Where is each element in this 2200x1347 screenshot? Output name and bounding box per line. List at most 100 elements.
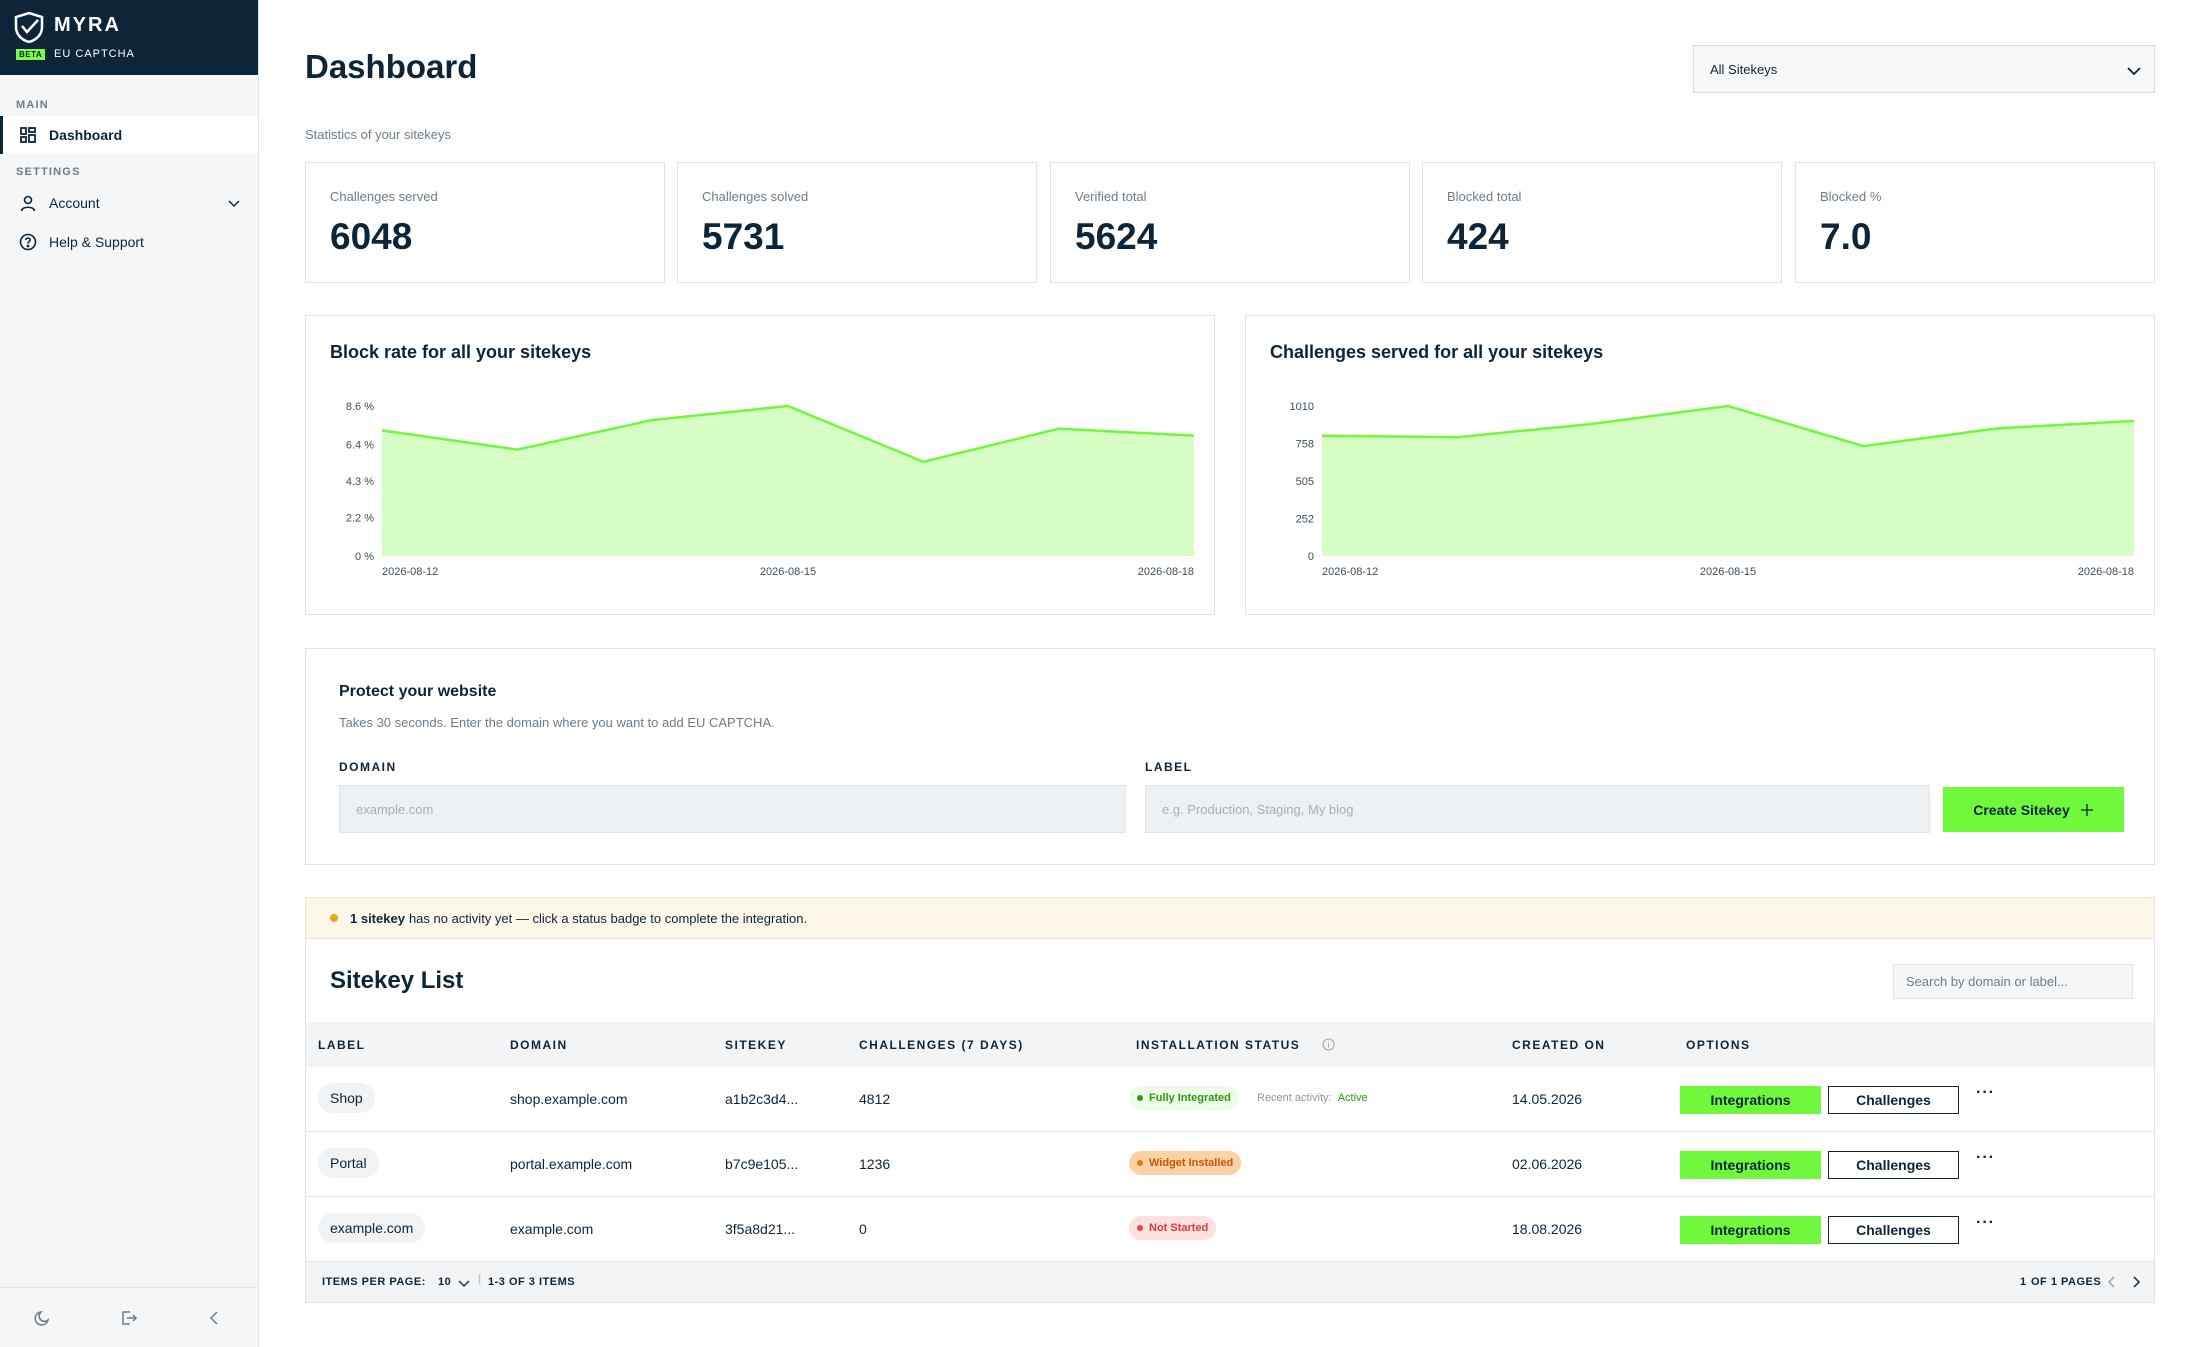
- info-icon[interactable]: [1322, 1038, 1335, 1051]
- table-row: Shop shop.example.com a1b2c3d4... 4812 F…: [306, 1067, 2154, 1132]
- x-tick-label: 2026-08-12: [382, 566, 438, 578]
- sidebar-item-label: Dashboard: [49, 127, 123, 143]
- challenges-cell: 4812: [859, 1091, 891, 1107]
- series-line: [381, 404, 1195, 464]
- column-header[interactable]: INSTALLATION STATUS: [1136, 1038, 1301, 1052]
- y-tick-label: 6.4 %: [346, 439, 374, 451]
- sidebar-item-label: Help & Support: [49, 234, 144, 250]
- protect-subtitle: Takes 30 seconds. Enter the domain where…: [339, 715, 775, 730]
- label-pill: Portal: [318, 1148, 379, 1178]
- collapse-icon[interactable]: [206, 1309, 224, 1327]
- plus-icon: [2080, 803, 2093, 816]
- block-rate-chart-card: Block rate for all your sitekeys 8.6 % 6.…: [305, 315, 1215, 615]
- protect-title: Protect your website: [339, 683, 497, 700]
- integrations-button[interactable]: Integrations: [1680, 1216, 1821, 1244]
- column-header[interactable]: DOMAIN: [510, 1038, 568, 1052]
- chevron-down-icon[interactable]: [458, 1277, 470, 1289]
- stats-title: Statistics of your sitekeys: [305, 127, 451, 142]
- label-input[interactable]: [1145, 785, 1930, 833]
- sitekey-cell: a1b2c3d4...: [725, 1091, 799, 1107]
- sitekey-filter-select[interactable]: All Sitekeys: [1693, 45, 2155, 93]
- pagination-bar: ITEMS PER PAGE: 10 | 1-3 OF 3 ITEMS 1 OF…: [306, 1262, 2154, 1302]
- stat-card-blocked-percent: Blocked % 7.0: [1795, 162, 2155, 283]
- chevron-down-icon[interactable]: [226, 195, 242, 211]
- challenges-button[interactable]: Challenges: [1828, 1151, 1959, 1179]
- label-pill: example.com: [318, 1213, 426, 1243]
- sidebar-item-account[interactable]: Account: [0, 184, 258, 222]
- stat-value: 5731: [702, 216, 785, 257]
- create-sitekey-label: Create Sitekey: [1973, 801, 2070, 818]
- x-tick-label: 2026-08-18: [1138, 566, 1194, 578]
- sitekey-cell: b7c9e105...: [725, 1156, 799, 1172]
- items-per-page-label: ITEMS PER PAGE:: [322, 1276, 426, 1288]
- more-options-icon[interactable]: ···: [1976, 1084, 1995, 1101]
- notice-text: has no activity yet — click a status bad…: [408, 910, 808, 926]
- pages-label: OF 1 PAGES: [2031, 1276, 2102, 1288]
- sidebar: MYRA BETA EU CAPTCHA MAIN Dashboard SETT…: [0, 0, 259, 1347]
- nav-section-settings: SETTINGS: [16, 166, 81, 178]
- more-options-icon[interactable]: ···: [1976, 1149, 1995, 1166]
- table-header: LABEL DOMAIN SITEKEY CHALLENGES (7 DAYS)…: [306, 1022, 2154, 1067]
- sidebar-item-help[interactable]: Help & Support: [0, 223, 258, 261]
- recent-activity: Recent activity: Active: [1257, 1092, 1368, 1104]
- grid-icon: [19, 126, 37, 144]
- search-input[interactable]: [1893, 964, 2133, 999]
- stat-value: 6048: [330, 216, 413, 257]
- challenges-button[interactable]: Challenges: [1828, 1216, 1959, 1244]
- created-cell: 02.06.2026: [1512, 1156, 1583, 1172]
- status-label: Not Started: [1149, 1222, 1209, 1234]
- create-sitekey-button[interactable]: Create Sitekey: [1943, 787, 2124, 832]
- created-cell: 14.05.2026: [1512, 1091, 1583, 1107]
- stat-label: Verified total: [1075, 189, 1147, 204]
- stat-card-challenges-solved: Challenges solved 5731: [677, 162, 1037, 283]
- protect-website-card: Protect your website Takes 30 seconds. E…: [305, 648, 2155, 865]
- challenges-cell: 1236: [859, 1156, 891, 1172]
- help-circle-icon: [19, 233, 37, 251]
- sitekey-list-card: Sitekey List LABEL DOMAIN SITEKEY CHALLE…: [305, 939, 2155, 1303]
- status-badge[interactable]: Widget Installed: [1129, 1151, 1242, 1175]
- y-tick-label: 252: [1296, 514, 1314, 526]
- domain-input[interactable]: [339, 785, 1126, 833]
- y-tick-label: 758: [1296, 438, 1314, 450]
- table-row: example.com example.com 3f5a8d21... 0 No…: [306, 1197, 2154, 1262]
- block-rate-chart: 8.6 % 6.4 % 4.3 % 2.2 % 0 % 2026-08-12 2026-08…: [346, 401, 1195, 578]
- chevron-right-icon[interactable]: [2130, 1276, 2142, 1288]
- column-header[interactable]: CREATED ON: [1512, 1038, 1606, 1052]
- challenges-button[interactable]: Challenges: [1828, 1086, 1959, 1114]
- stat-card-verified-total: Verified total 5624: [1050, 162, 1410, 283]
- logout-icon[interactable]: [120, 1309, 138, 1327]
- activity-notice: 1 sitekey has no activity yet — click a …: [305, 897, 2155, 939]
- x-tick-label: 2026-08-12: [1322, 566, 1378, 578]
- x-tick-label: 2026-08-15: [760, 566, 816, 578]
- stat-value: 5624: [1075, 216, 1158, 257]
- more-options-icon[interactable]: ···: [1976, 1214, 1995, 1231]
- status-badge[interactable]: Fully Integrated: [1129, 1086, 1239, 1110]
- user-icon: [19, 194, 37, 212]
- status-label: Fully Integrated: [1149, 1092, 1231, 1104]
- integrations-button[interactable]: Integrations: [1680, 1086, 1821, 1114]
- sidebar-item-label: Account: [49, 195, 100, 211]
- chart-title: Challenges served for all your sitekeys: [1270, 342, 1604, 362]
- domain-cell: portal.example.com: [510, 1156, 633, 1172]
- label-pill: Shop: [318, 1083, 375, 1113]
- stat-card-challenges-served: Challenges served 6048: [305, 162, 665, 283]
- column-header[interactable]: LABEL: [318, 1038, 366, 1052]
- integrations-button[interactable]: Integrations: [1680, 1151, 1821, 1179]
- created-cell: 18.08.2026: [1512, 1221, 1583, 1237]
- stat-label: Blocked %: [1820, 189, 1882, 204]
- items-per-page-select[interactable]: 10: [438, 1276, 452, 1288]
- sitekey-cell: 3f5a8d21...: [725, 1221, 796, 1237]
- status-badge[interactable]: Not Started: [1129, 1216, 1217, 1240]
- chevron-left-icon[interactable]: [2106, 1276, 2118, 1288]
- x-tick-label: 2026-08-18: [2078, 566, 2134, 578]
- brand-product: EU CAPTCHA: [54, 48, 135, 60]
- sidebar-item-dashboard[interactable]: Dashboard: [0, 116, 258, 154]
- current-page[interactable]: 1: [2020, 1276, 2027, 1288]
- challenges-cell: 0: [859, 1221, 867, 1237]
- column-header[interactable]: CHALLENGES (7 DAYS): [859, 1038, 1024, 1052]
- area-fill: [1322, 406, 2134, 556]
- column-header[interactable]: SITEKEY: [725, 1038, 787, 1052]
- stat-label: Blocked total: [1447, 189, 1522, 204]
- status-dot-icon: [1137, 1095, 1143, 1101]
- moon-icon[interactable]: [34, 1309, 52, 1327]
